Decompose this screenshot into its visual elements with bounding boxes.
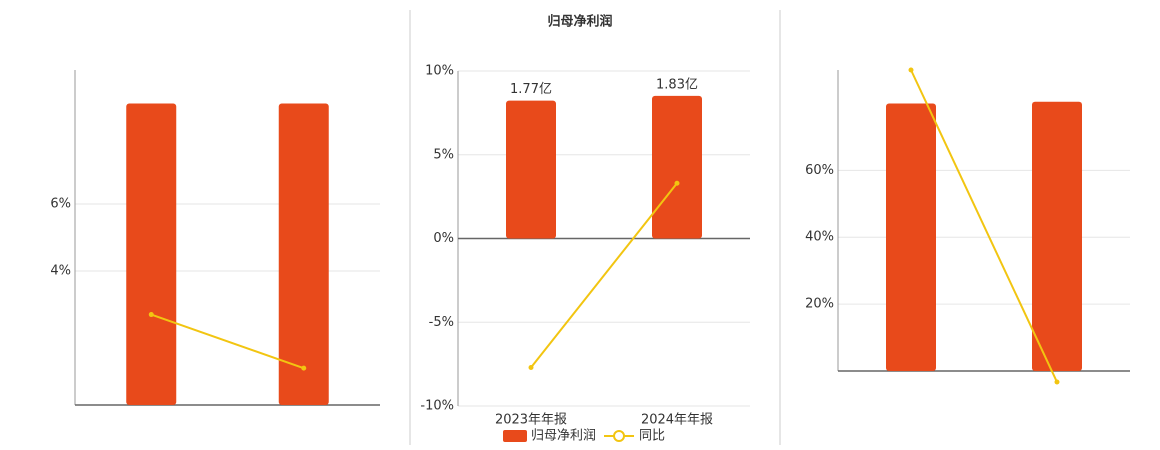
line-point [148,312,154,318]
line-point [674,180,680,186]
bar [506,100,556,239]
x-tick-label: 2023年年报 [495,413,567,428]
y-tick-label: 0% [433,231,454,246]
bar-value-label: 1.77亿 [510,82,552,97]
chart-title: 归母净利润 [547,14,612,30]
y-tick-label: 40% [805,230,834,245]
y-tick-label: 6% [50,197,71,212]
legend-label: 同比 [639,429,665,444]
line-point [301,365,307,371]
bar-value-label: 1.83亿 [656,77,698,92]
y-tick-label: 60% [805,163,834,178]
line-series [910,69,1058,383]
y-tick-label: -5% [429,315,454,330]
bar [652,95,702,239]
legend-swatch [613,430,626,442]
line-series [530,182,678,369]
y-tick-label: -10% [420,399,454,414]
line-point [528,364,534,370]
x-tick-label: 2024年年报 [641,413,713,428]
y-tick-label: 10% [425,64,454,79]
bar [1032,101,1082,372]
line-point [1054,379,1060,385]
line-series [150,313,305,370]
legend-swatch [503,430,527,442]
y-tick-label: 5% [433,147,454,162]
legend-label: 归母净利润 [531,429,596,444]
y-tick-label: 4% [50,264,71,279]
bar [126,103,177,405]
bar [278,103,329,405]
bar [886,103,936,371]
y-tick-label: 20% [805,297,834,312]
line-point [908,67,914,73]
